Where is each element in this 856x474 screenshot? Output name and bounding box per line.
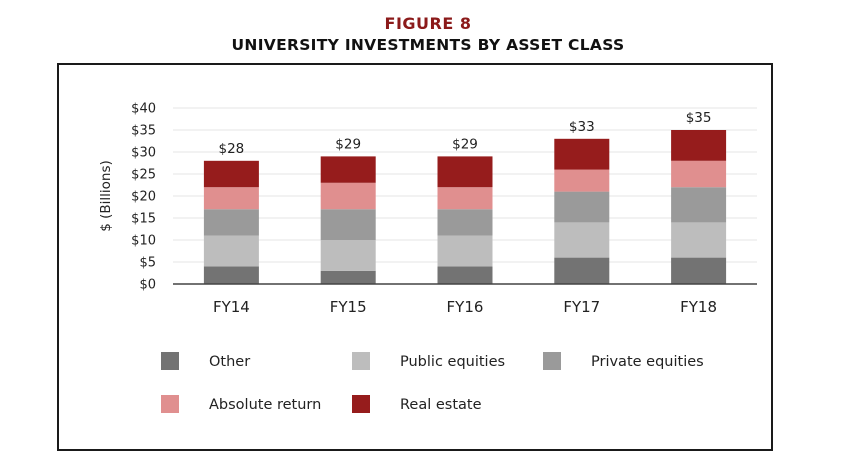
bar-segment-absolute-return bbox=[320, 182, 376, 210]
y-tick-label: $35 bbox=[131, 124, 156, 139]
bar-segment-public-equities bbox=[320, 240, 376, 271]
legend-swatch bbox=[352, 395, 370, 413]
figure-title: UNIVERSITY INVESTMENTS BY ASSET CLASS bbox=[231, 36, 625, 54]
y-tick-label: $20 bbox=[131, 190, 156, 205]
bar-segment-absolute-return bbox=[203, 187, 259, 210]
y-axis-label: $ (Billions) bbox=[98, 160, 114, 232]
bar-segment-real-estate bbox=[671, 130, 727, 161]
bar-segment-other bbox=[437, 266, 493, 284]
bar-segment-private-equities bbox=[320, 209, 376, 240]
bar-total-label: $33 bbox=[569, 119, 595, 135]
bar-segment-absolute-return bbox=[554, 169, 610, 192]
x-tick-label: FY15 bbox=[330, 298, 367, 316]
bar-segment-absolute-return bbox=[437, 187, 493, 210]
x-tick-label: FY18 bbox=[680, 298, 717, 316]
bar-segment-public-equities bbox=[203, 235, 259, 267]
y-tick-label: $0 bbox=[139, 278, 156, 293]
legend-label: Other bbox=[209, 354, 250, 370]
x-tick-label: FY16 bbox=[447, 298, 484, 316]
bar-segment-public-equities bbox=[437, 235, 493, 267]
y-tick-label: $30 bbox=[131, 146, 156, 161]
bar-segment-private-equities bbox=[671, 187, 727, 223]
figure-label: FIGURE 8 bbox=[384, 14, 472, 33]
bar-total-label: $29 bbox=[452, 136, 478, 152]
bar-segment-real-estate bbox=[437, 156, 493, 188]
y-tick-label: $25 bbox=[131, 168, 156, 183]
y-tick-label: $15 bbox=[131, 212, 156, 227]
bar-segment-absolute-return bbox=[671, 160, 727, 188]
legend-label: Absolute return bbox=[209, 397, 321, 413]
chart-frame bbox=[57, 63, 773, 451]
legend-swatch bbox=[161, 395, 179, 413]
legend-swatch bbox=[543, 352, 561, 370]
bar-total-label: $28 bbox=[219, 141, 245, 157]
legend-label: Public equities bbox=[400, 354, 505, 370]
x-tick-label: FY17 bbox=[563, 298, 600, 316]
legend-label: Real estate bbox=[400, 397, 482, 413]
legend-swatch bbox=[352, 352, 370, 370]
bar-segment-other bbox=[554, 257, 610, 284]
bar-total-label: $35 bbox=[686, 110, 712, 126]
bar-segment-other bbox=[671, 257, 727, 284]
bar-segment-other bbox=[203, 266, 259, 284]
y-tick-label: $5 bbox=[139, 256, 156, 271]
bar-segment-public-equities bbox=[554, 222, 610, 258]
x-tick-label: FY14 bbox=[213, 298, 250, 316]
y-tick-label: $10 bbox=[131, 234, 156, 249]
bar-segment-real-estate bbox=[320, 156, 376, 183]
legend-label: Private equities bbox=[591, 354, 704, 370]
bar-total-label: $29 bbox=[335, 136, 361, 152]
bar-segment-real-estate bbox=[554, 138, 610, 170]
bar-segment-real-estate bbox=[203, 160, 259, 188]
bar-segment-private-equities bbox=[554, 191, 610, 223]
bar-segment-private-equities bbox=[203, 209, 259, 236]
y-tick-label: $40 bbox=[131, 102, 156, 117]
bar-segment-other bbox=[320, 270, 376, 284]
bar-segment-private-equities bbox=[437, 209, 493, 236]
bar-segment-public-equities bbox=[671, 222, 727, 258]
legend-swatch bbox=[161, 352, 179, 370]
